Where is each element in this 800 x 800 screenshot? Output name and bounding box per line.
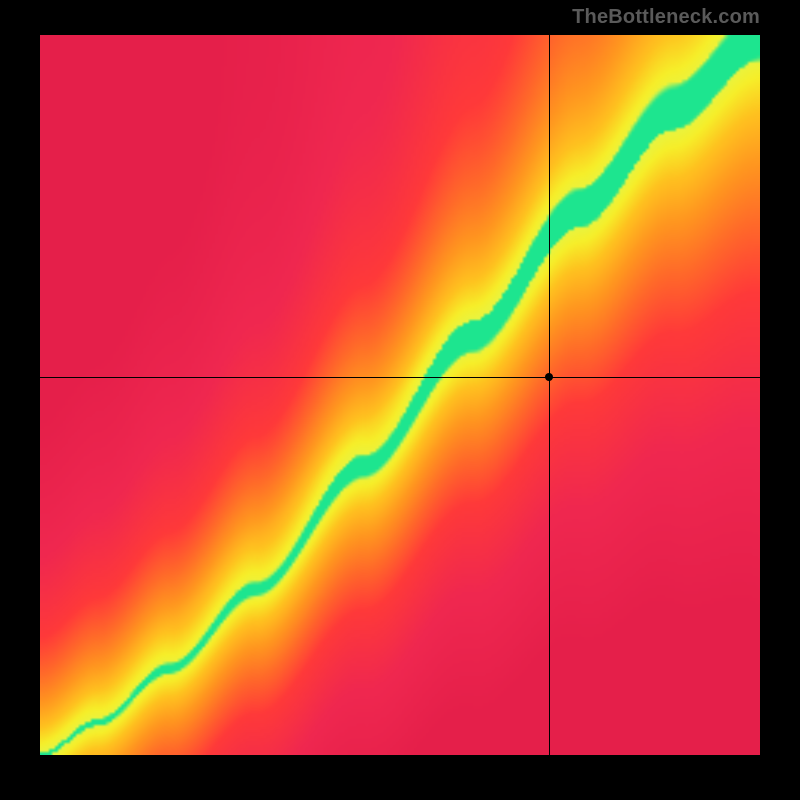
selection-marker	[545, 373, 553, 381]
crosshair-horizontal	[40, 377, 760, 378]
bottleneck-heatmap	[40, 35, 760, 755]
heatmap-canvas	[40, 35, 760, 755]
crosshair-vertical	[549, 35, 550, 755]
watermark-text: TheBottleneck.com	[572, 6, 760, 29]
